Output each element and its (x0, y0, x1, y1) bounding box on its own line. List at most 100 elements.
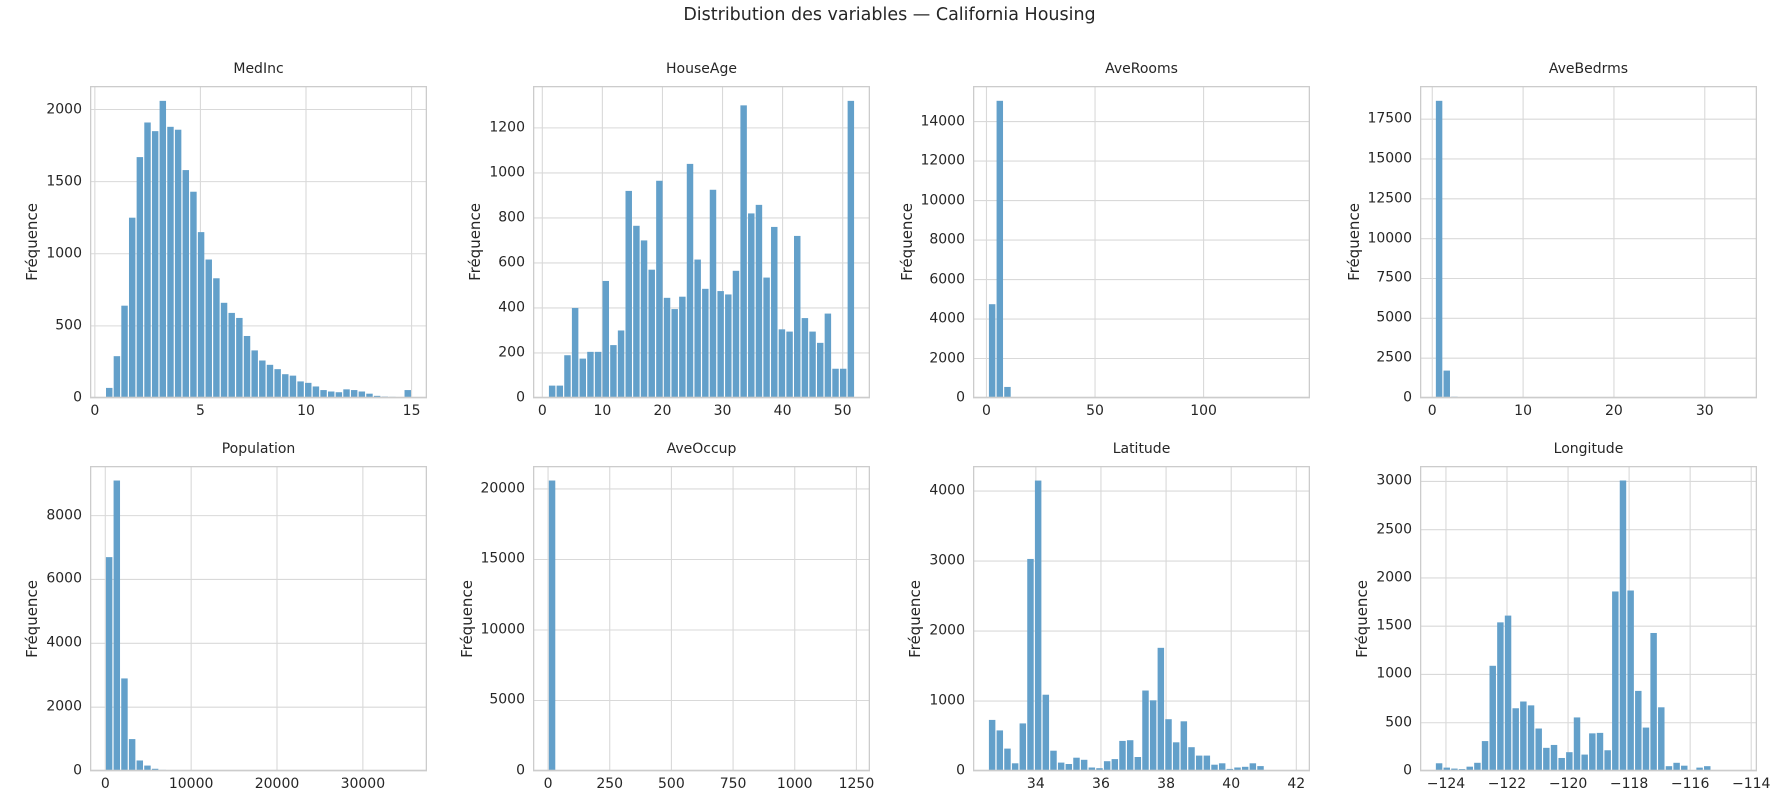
y-tick-label: 17500 (1367, 110, 1412, 127)
histogram-bar (1119, 740, 1126, 771)
y-tick-label: 400 (498, 299, 525, 316)
histogram-bar (671, 309, 678, 398)
x-tick-label: 40 (1222, 776, 1241, 792)
histogram-bar (1134, 757, 1142, 771)
histogram-bar (1088, 767, 1096, 771)
histogram-bar (1142, 690, 1149, 771)
y-tick-label: 4000 (929, 310, 965, 327)
y-axis-label: Fréquence (898, 203, 916, 281)
histogram-bar (243, 335, 251, 398)
histogram-bar (816, 342, 824, 398)
histogram-bar (151, 131, 159, 398)
histogram-bar (1466, 766, 1473, 771)
histogram-bar (205, 259, 212, 398)
histogram-canvas (89, 85, 428, 399)
histogram-bar (1443, 370, 1450, 398)
y-tick-label: 1500 (46, 172, 82, 189)
histogram-bar (1234, 767, 1241, 771)
histogram-bar (1172, 742, 1180, 771)
y-tick-label: 0 (516, 762, 525, 779)
x-tick-label: 40 (773, 403, 792, 419)
histogram-bar (1149, 700, 1157, 771)
x-tick-label: 10000 (168, 776, 214, 792)
y-tick-label: 2000 (46, 698, 82, 715)
x-tick-label: 100 (1190, 403, 1217, 419)
histogram-bar (832, 368, 839, 398)
histogram-bar (320, 390, 327, 398)
histogram-bar (289, 375, 297, 398)
histogram-bar (694, 259, 701, 398)
figure-title: Distribution des variables — California … (683, 5, 1096, 25)
histogram-bar (1180, 721, 1188, 771)
y-axis-label: Fréquence (458, 579, 476, 658)
y-axis-label: Fréquence (1353, 579, 1372, 658)
x-tick-label: 10 (593, 403, 612, 419)
axes-spine (972, 85, 1311, 399)
x-tick-label: −118 (1609, 776, 1649, 792)
histogram-bar (1558, 757, 1565, 771)
histogram-bar (1704, 766, 1711, 771)
histogram-bar (771, 226, 778, 398)
y-tick-label: 600 (498, 254, 525, 271)
histogram-bar (732, 270, 740, 398)
y-axis-label: Fréquence (23, 579, 42, 658)
histogram-bar (213, 278, 220, 398)
histogram-bar (1589, 733, 1596, 771)
histogram-bar (1573, 717, 1581, 771)
histogram-bar (1489, 665, 1496, 771)
histogram-bar (663, 297, 671, 398)
histogram-bar (1188, 747, 1195, 771)
histogram-bar (809, 331, 816, 398)
histogram-bar (571, 307, 579, 398)
subplot-title: AveOccup (666, 441, 737, 457)
histogram-bar (1596, 732, 1604, 772)
y-tick-label: 0 (956, 762, 965, 779)
y-tick-label: 8000 (46, 506, 82, 523)
x-tick-label: 0 (1427, 403, 1437, 419)
histogram-bar (847, 100, 855, 399)
histogram-bar (297, 381, 304, 398)
histogram-bar (1218, 763, 1226, 771)
histogram-bar (220, 302, 228, 398)
x-tick-label: 750 (719, 776, 747, 792)
histogram-bar (1550, 744, 1558, 771)
subplot-longitude: Longitude Fréquence 0 500 1000 1500 2000 2500… (1353, 441, 1770, 792)
histogram-bar (1535, 728, 1542, 771)
y-tick-label: 4000 (46, 634, 82, 651)
histogram-bar (174, 129, 182, 398)
histogram-bar (121, 305, 128, 398)
x-tick-label: 1250 (838, 776, 875, 792)
x-tick-label: 50 (833, 403, 852, 419)
histogram-bar (996, 730, 1004, 771)
subplot-title: Longitude (1553, 441, 1624, 457)
histogram-bar (1042, 694, 1050, 771)
histogram-bar (633, 225, 640, 398)
histogram-bar (1111, 759, 1119, 771)
y-tick-label: 1500 (1376, 617, 1412, 634)
y-tick-label: 0 (956, 389, 965, 406)
y-tick-label: 500 (55, 317, 82, 334)
histogram-bar (1604, 750, 1611, 771)
histogram-bar (839, 368, 847, 398)
histogram-bar (725, 294, 732, 398)
histogram-canvas (972, 85, 1311, 399)
histogram-bar (1512, 708, 1519, 771)
y-tick-label: 2000 (46, 100, 82, 117)
histogram-bar (1203, 755, 1211, 771)
axes-spine (89, 85, 428, 399)
x-tick-label: 0 (100, 776, 110, 792)
histogram-bar (602, 280, 609, 398)
y-tick-label: 8000 (929, 231, 965, 248)
x-tick-label: 34 (1026, 776, 1045, 792)
histogram-bar (1665, 766, 1673, 771)
y-tick-label: 2000 (1376, 569, 1412, 586)
histogram-bar (1011, 763, 1019, 771)
histogram-bar (824, 313, 832, 398)
histogram-bar (1435, 100, 1443, 398)
histogram-bar (640, 240, 648, 398)
histogram-bar (748, 213, 755, 398)
histogram-bar (136, 760, 144, 771)
subplot-title: Latitude (1112, 441, 1171, 457)
x-tick-label: 0 (981, 403, 991, 419)
histogram-bar (335, 392, 343, 398)
